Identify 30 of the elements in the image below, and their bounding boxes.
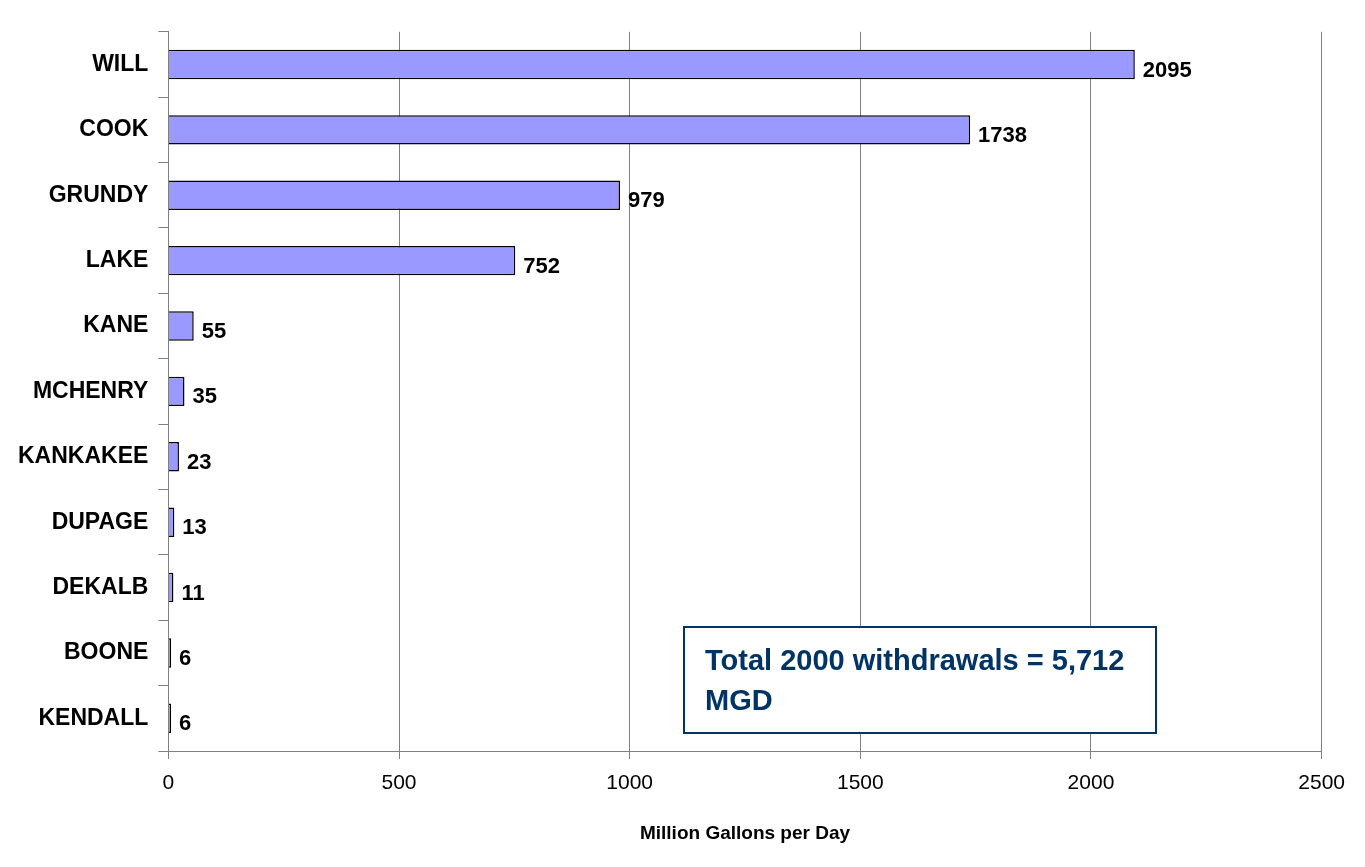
data-label: 23 [186,448,212,474]
data-label: 979 [627,187,665,213]
data-label: 752 [523,252,560,278]
data-label: 11 [181,579,205,605]
x-tick-label: 2000 [1067,770,1115,794]
y-tick-label: BOONE [64,638,149,665]
y-tick-label: KANKAKEE [18,442,149,469]
y-tick-label: WILL [92,49,149,76]
y-tick-label: LAKE [85,245,149,272]
y-tick-label: KENDALL [38,703,149,730]
x-tick-label: 1500 [836,770,884,794]
data-label: 6 [179,710,192,736]
y-tick-label: MCHENRY [32,376,149,403]
data-label: 13 [182,514,207,540]
data-label: 1738 [978,121,1028,147]
y-tick-label: COOK [79,115,149,142]
x-tick-label: 1000 [606,770,654,794]
x-tick-label: 0 [162,770,175,794]
data-label: 2095 [1142,56,1192,82]
annotation: Total 2000 withdrawals = 5,712 MGD [683,626,1157,734]
y-tick-label: GRUNDY [48,180,149,207]
y-tick-label: KANE [83,311,149,338]
x-tick-label: 500 [381,770,417,794]
data-label: 55 [201,318,227,344]
data-label: 35 [192,383,217,409]
y-tick-label: DEKALB [52,572,149,599]
data-label: 6 [179,644,192,670]
y-tick-label: DUPAGE [51,507,149,534]
x-tick-label: 2500 [1298,770,1345,794]
x-axis-title: Million Gallons per Day [639,821,851,843]
